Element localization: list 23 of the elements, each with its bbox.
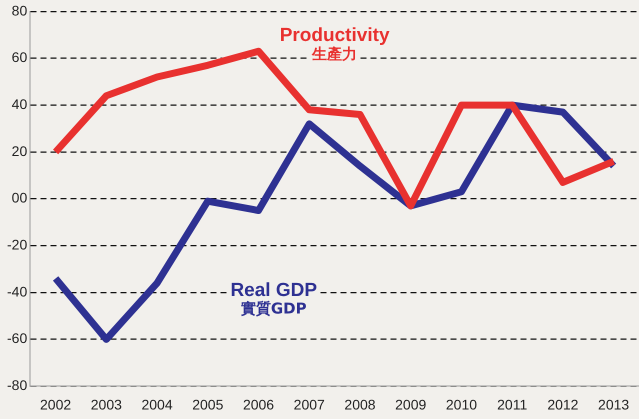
y-tick-label: 00	[12, 190, 28, 206]
y-tick-label: 80	[12, 2, 28, 18]
x-tick-label: 2004	[141, 396, 173, 412]
x-tick-label: 2011	[497, 396, 528, 412]
series-label: Productivity 生產力	[280, 25, 390, 63]
y-tick-label: -60	[7, 330, 28, 346]
x-tick-label: 2002	[40, 396, 72, 412]
y-tick-label: -20	[7, 236, 28, 253]
y-tick-label: -80	[7, 377, 28, 394]
x-tick-label: 2006	[242, 396, 274, 412]
x-tick-label: 2009	[395, 396, 426, 412]
x-tick-label: 2007	[294, 396, 326, 412]
x-tick-label: 2005	[192, 396, 224, 412]
y-tick-label: 60	[12, 49, 28, 66]
x-tick-label: 2008	[344, 396, 376, 412]
x-tick-label: 2013	[598, 396, 630, 412]
y-tick-label: -40	[7, 283, 28, 300]
x-tick-label: 2010	[446, 396, 478, 412]
x-tick-label: 2012	[547, 396, 579, 412]
y-tick-label: 20	[12, 142, 28, 159]
x-tick-label: 2003	[90, 396, 122, 412]
text: Real GDP 實質GDP	[230, 280, 318, 318]
y-tick-label: 40	[12, 96, 28, 112]
